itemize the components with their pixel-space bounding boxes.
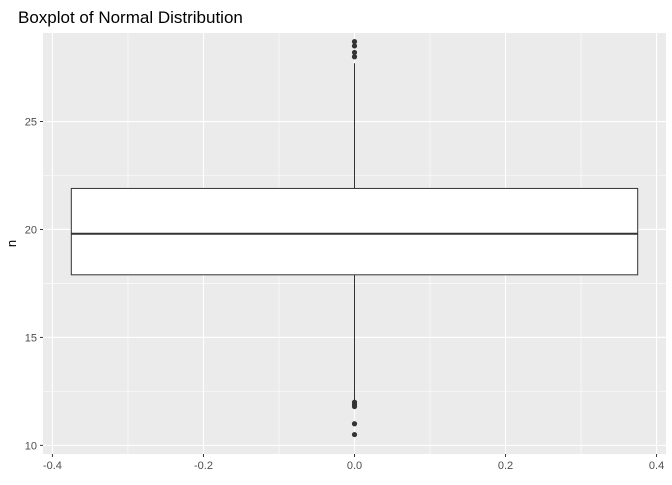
- axes: -0.4 -0.2 0.0 0.2 0.4 10 15 20 25: [25, 117, 664, 472]
- y-tick-label: 25: [25, 117, 37, 129]
- x-tick-label: 0.0: [347, 460, 362, 472]
- outlier-point: [351, 54, 358, 60]
- box-marks: [70, 39, 639, 438]
- outlier-point: [351, 39, 358, 45]
- x-tick-label: 0.2: [498, 460, 513, 472]
- outlier-point: [351, 49, 358, 56]
- x-tick-label: -0.2: [194, 460, 213, 472]
- outlier-point: [351, 431, 358, 438]
- outlier-point: [351, 403, 358, 410]
- outlier-point: [351, 421, 358, 427]
- y-tick-label: 20: [25, 224, 37, 236]
- chart-title: Boxplot of Normal Distribution: [18, 8, 243, 27]
- y-tick-label: 15: [25, 332, 37, 344]
- box-iqr: [70, 187, 639, 276]
- y-tick-label: 10: [25, 440, 37, 452]
- x-tick-label: -0.4: [43, 460, 62, 472]
- y-axis-title: n: [4, 240, 19, 247]
- outlier-point: [351, 43, 358, 49]
- x-tick-label: 0.4: [649, 460, 664, 472]
